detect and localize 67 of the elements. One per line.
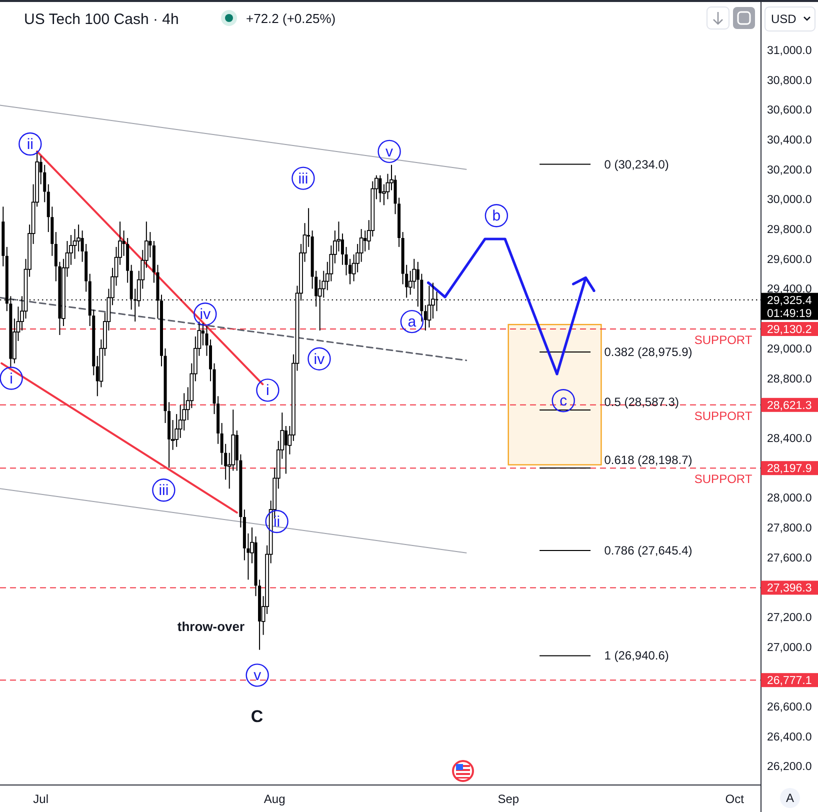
ref-line-label: 1 (26,940.6) [604, 648, 669, 663]
annotation: iv [200, 306, 212, 324]
annotation: i [266, 382, 270, 400]
ref-line-label: 0.618 (28,198.7) [604, 452, 692, 467]
ref-line-label: 29,130.2 [767, 324, 812, 336]
y-tick-label: 27,200.0 [767, 612, 812, 624]
y-tick-label: 26,200.0 [767, 761, 812, 774]
y-tick-label: 30,200.0 [767, 164, 812, 176]
ref-line-label: 0.5 (28,587.3) [604, 394, 679, 409]
candlestick [340, 233, 344, 266]
x-tick-label: Jul [33, 792, 49, 806]
text: 01:49:19 [767, 308, 812, 320]
annotation: SUPPORT [694, 472, 753, 486]
ref-line-label: 0 (30,234.0) [604, 157, 669, 172]
y-tick-label: 30,800.0 [767, 74, 812, 87]
annotation: a [408, 314, 417, 331]
x-tick-label: Aug [264, 792, 286, 806]
y-tick-label: 26,600.0 [767, 702, 812, 714]
annotation: iv [314, 350, 326, 368]
y-tick-label: 29,400.0 [767, 284, 812, 296]
candlestick [378, 174, 382, 203]
ref-line-label: 29,325.4 [767, 294, 812, 307]
y-tick-label: 30,600.0 [767, 104, 812, 117]
annotation: v [254, 667, 262, 684]
annotation: throw-over [177, 619, 245, 634]
annotation: C [250, 707, 264, 726]
annotation: ii [26, 136, 34, 153]
y-tick-label: 31,000.0 [767, 44, 812, 57]
ref-line-label: 0.786 (27,645.4) [604, 544, 692, 558]
ref-line-label: 28,621.3 [767, 400, 812, 412]
y-tick-label: 30,000.0 [767, 194, 812, 206]
ref-line-label: 26,777.1 [767, 675, 812, 688]
y-tick-label: 28,400.0 [767, 432, 812, 445]
x-tick-label: Sep [498, 792, 520, 806]
y-tick-label: 27,000.0 [767, 642, 812, 654]
candlestick [205, 326, 208, 356]
y-tick-label: 26,400.0 [767, 731, 812, 744]
y-tick-label: 29,600.0 [767, 254, 812, 266]
ref-line-label: 28,197.9 [767, 463, 812, 476]
y-axis-title: USD [771, 12, 797, 26]
annotation: iii [298, 170, 308, 188]
ref-line-label: 0.382 (28,975.9) [604, 345, 692, 360]
annotation: b [492, 208, 501, 225]
y-tick-label: 30,400.0 [767, 134, 812, 147]
x-tick-label: Oct [725, 792, 745, 806]
ref-line-label: 27,396.3 [767, 582, 812, 595]
y-tick-label: 29,000.0 [767, 343, 812, 356]
y-tick-label: 28,000.0 [767, 492, 812, 505]
candlestick [148, 232, 152, 258]
text: US Tech 100 Cash · 4h [24, 11, 179, 28]
candlestick [284, 426, 288, 474]
annotation: ii [273, 513, 280, 530]
annotation: SUPPORT [694, 408, 753, 423]
annotation: v [386, 143, 394, 160]
candlestick [364, 230, 367, 252]
y-tick-label: 28,800.0 [767, 373, 812, 386]
annotation: iii [158, 482, 169, 500]
y-tick-label: 29,800.0 [767, 224, 812, 236]
text: A [786, 791, 794, 805]
annotation: i [10, 370, 13, 388]
y-tick-label: 27,800.0 [767, 522, 812, 534]
candlestick [209, 338, 212, 382]
candlestick [424, 304, 427, 332]
annotation: SUPPORT [694, 332, 753, 347]
text: +72.2 (+0.25%) [246, 11, 336, 26]
candlestick [427, 285, 432, 328]
y-tick-label: 27,600.0 [767, 552, 812, 564]
